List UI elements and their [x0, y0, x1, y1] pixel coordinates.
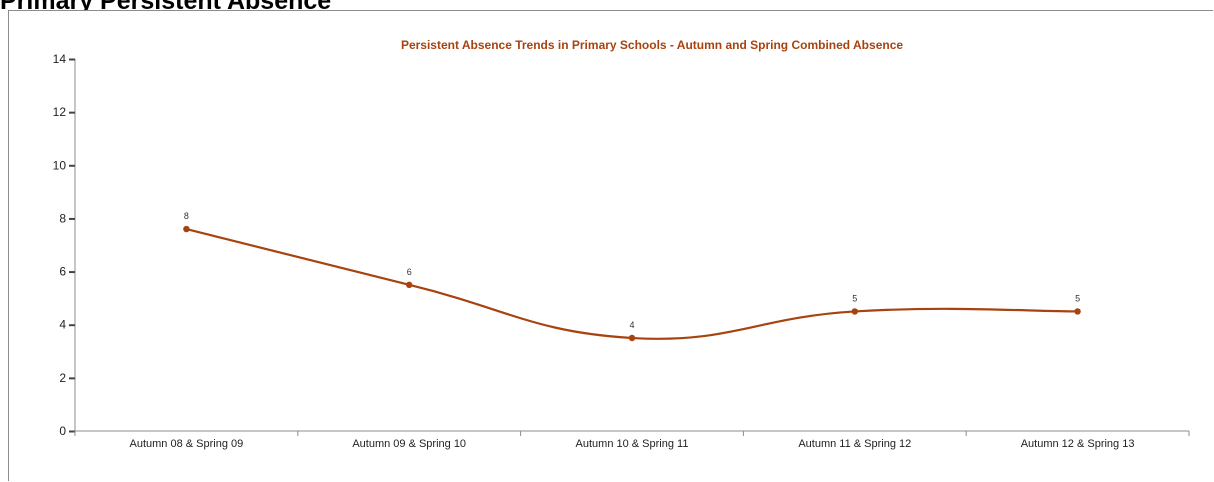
line-chart: Persistent Absence Trends in Primary Sch… — [53, 38, 1190, 450]
y-tick-label: 8 — [59, 211, 66, 225]
chart-title: Persistent Absence Trends in Primary Sch… — [401, 38, 903, 52]
y-tick-label: 12 — [53, 105, 67, 119]
data-label: 4 — [629, 320, 634, 330]
x-tick-label: Autumn 09 & Spring 10 — [352, 438, 466, 450]
y-tick-label: 6 — [59, 265, 66, 279]
y-tick-label: 4 — [59, 318, 66, 332]
y-tick-label: 2 — [59, 371, 66, 385]
x-tick-label: Autumn 11 & Spring 12 — [798, 438, 911, 450]
data-point — [628, 334, 636, 342]
data-label: 8 — [184, 211, 189, 221]
data-point — [183, 225, 190, 233]
data-point — [851, 308, 858, 315]
y-tick-label: 10 — [53, 158, 67, 172]
x-tick-label: Autumn 10 & Spring 11 — [576, 438, 689, 450]
data-point — [406, 281, 413, 289]
x-tick-label: Autumn 12 & Spring 13 — [1021, 438, 1135, 450]
data-label: 5 — [1075, 293, 1080, 303]
data-point — [1074, 308, 1081, 315]
y-tick-label: 0 — [59, 424, 66, 438]
chart-frame: Persistent Absence Trends in Primary Sch… — [8, 10, 1213, 481]
data-label: 5 — [852, 293, 857, 303]
data-label: 6 — [407, 267, 412, 277]
x-tick-label: Autumn 08 & Spring 09 — [130, 438, 244, 450]
y-tick-label: 14 — [53, 52, 67, 66]
